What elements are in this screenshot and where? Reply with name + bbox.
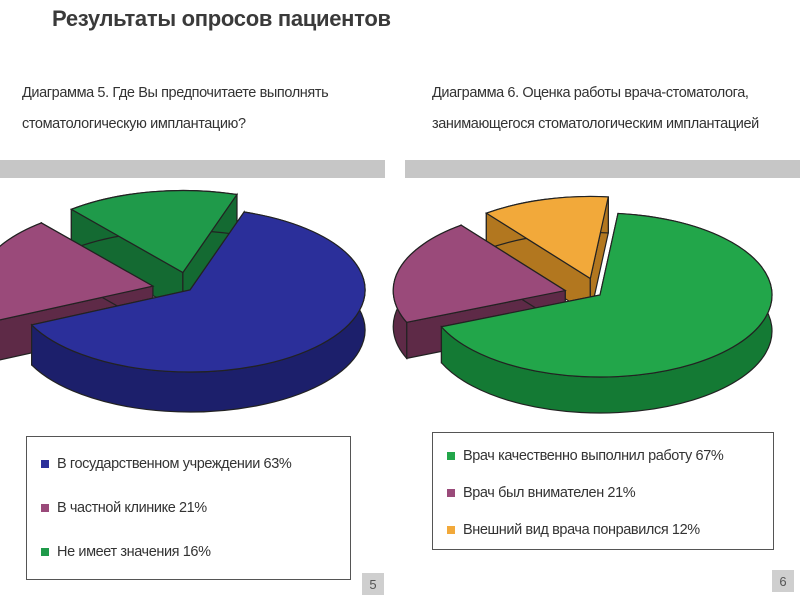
chart-5-legend-label: В государственном учреждении 63% [57, 456, 292, 472]
page-title: Результаты опросов пациентов [52, 6, 391, 31]
chart-6-legend: Врач качественно выполнил работу 67% Вра… [432, 432, 774, 550]
chart-5-title-line-1: Диаграмма 5. Где Вы предпочитаете выполн… [22, 85, 329, 101]
chart-6-title-line-1: Диаграмма 6. Оценка работы врача-стомато… [432, 85, 749, 101]
page-number-5: 5 [362, 573, 384, 595]
chart-5-divider-band [0, 160, 385, 178]
chart-6-legend-item: Врач качественно выполнил работу 67% [447, 445, 724, 467]
chart-5-legend-swatch [41, 548, 49, 556]
chart-5-legend-label: Не имеет значения 16% [57, 544, 211, 560]
chart-5-legend-swatch [41, 504, 49, 512]
chart-5-legend-label: В частной клинике 21% [57, 500, 207, 516]
chart-5-legend: В государственном учреждении 63% В частн… [26, 436, 351, 580]
pie-slice [440, 212, 773, 414]
chart-6-legend-label: Внешний вид врача понравился 12% [463, 522, 700, 538]
chart-5-legend-swatch [41, 460, 49, 468]
chart-6-legend-swatch [447, 489, 455, 497]
chart-6-legend-swatch [447, 452, 455, 460]
pie-slice [69, 189, 238, 315]
pie-slice [30, 210, 366, 413]
chart-5-title-line-2: стоматологическую имплантацию? [22, 116, 246, 132]
chart-5-pie [0, 189, 366, 413]
chart-6-title: Диаграмма 6. Оценка работы врача-стомато… [432, 78, 792, 140]
chart-6-legend-label: Врач был внимателен 21% [463, 485, 636, 501]
chart-6-pie [392, 195, 773, 414]
chart-6-legend-swatch [447, 526, 455, 534]
chart-5-legend-item: В частной клинике 21% [41, 497, 207, 519]
page-number-6: 6 [772, 570, 794, 592]
chart-5-legend-item: Не имеет значения 16% [41, 541, 211, 563]
chart-5-title: Диаграмма 5. Где Вы предпочитаете выполн… [22, 78, 382, 140]
chart-5-legend-item: В государственном учреждении 63% [41, 453, 292, 475]
chart-6-divider-band [405, 160, 800, 178]
chart-6-legend-item: Врач был внимателен 21% [447, 482, 636, 504]
chart-6-legend-label: Врач качественно выполнил работу 67% [463, 448, 724, 464]
chart-6-title-line-2: занимающегося стоматологическим импланта… [432, 116, 759, 132]
chart-6-legend-item: Внешний вид врача понравился 12% [447, 519, 700, 541]
